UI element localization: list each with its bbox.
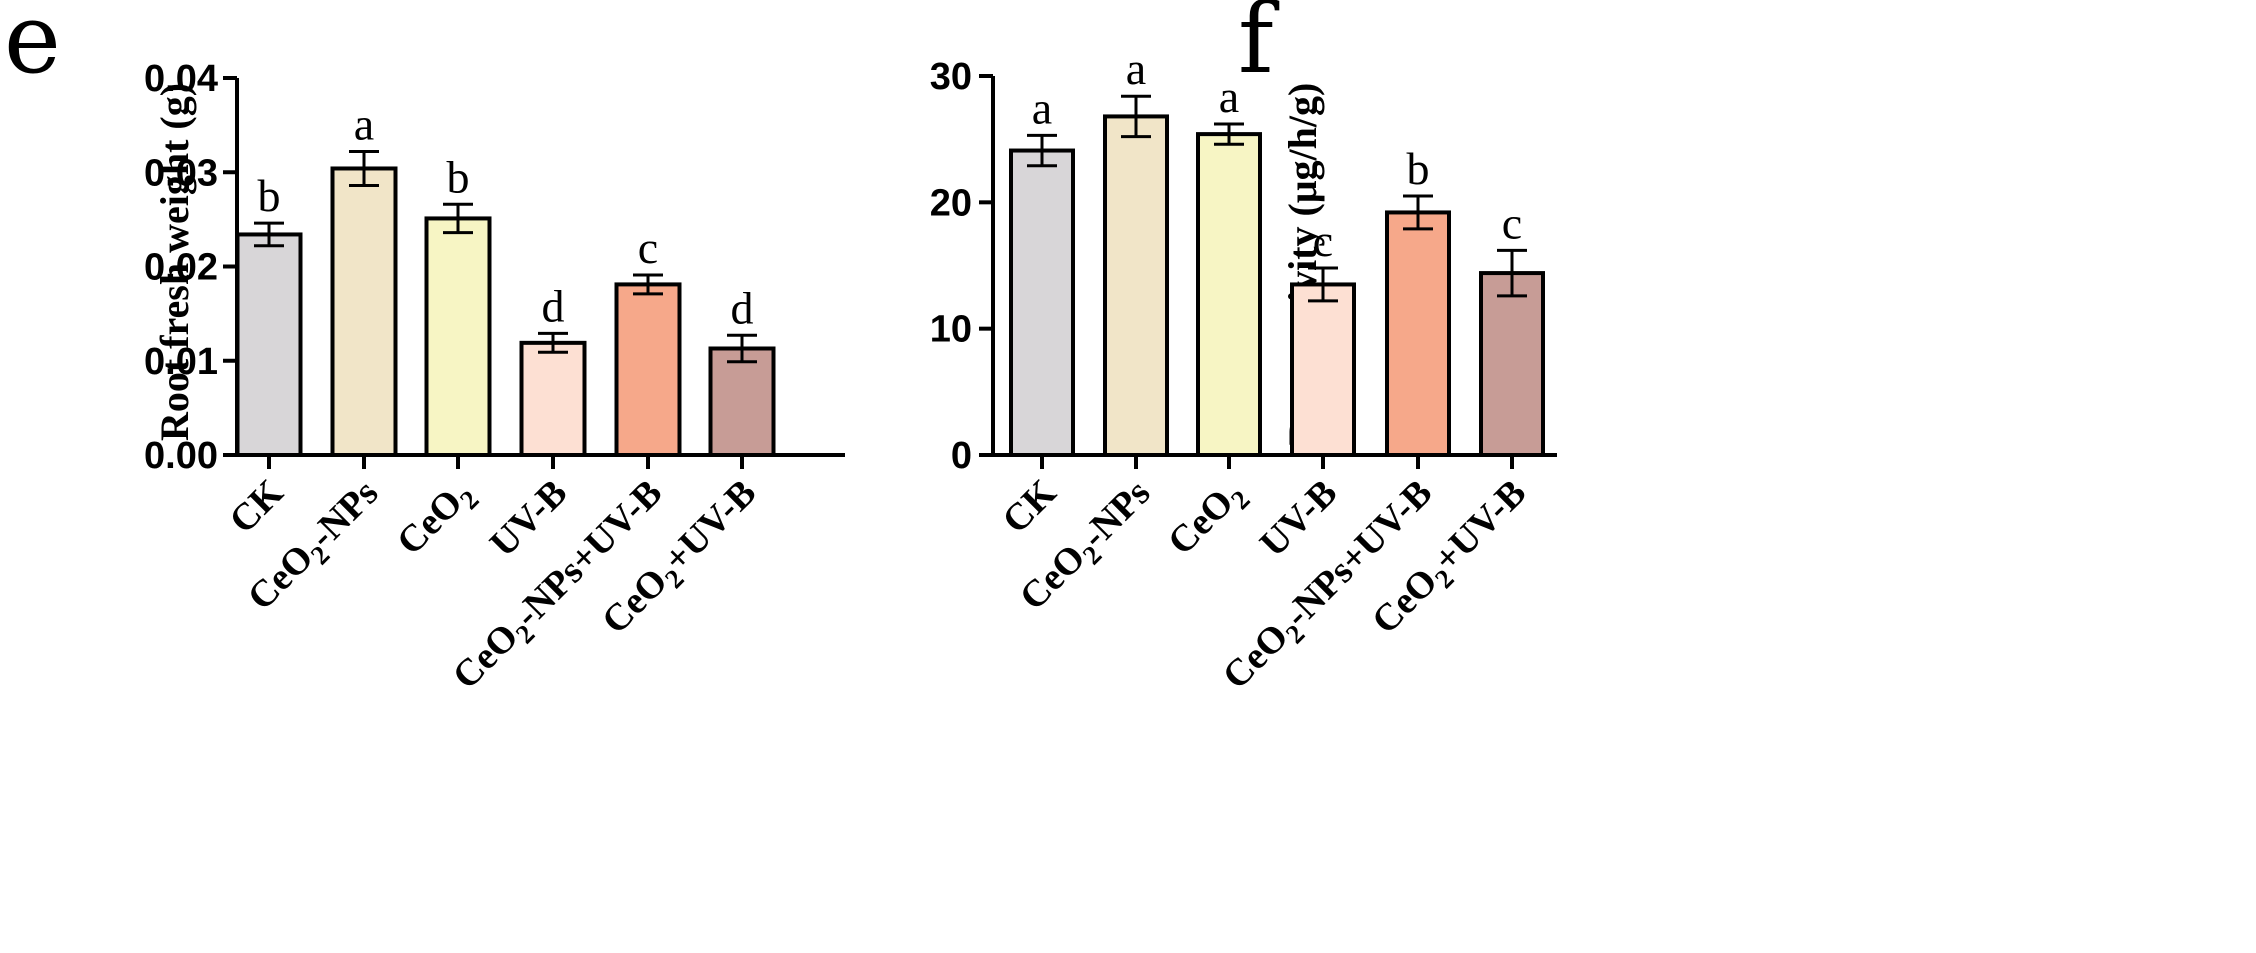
panel-e-y-tick-label: 0.00 (144, 435, 218, 477)
panel-e-significance-letter: b (258, 170, 281, 221)
panel-e-bar (235, 232, 303, 457)
panel-f-significance-letter: c (1502, 197, 1522, 248)
panel-e-bar (708, 346, 776, 457)
panel-e-letter: e (4, 0, 61, 95)
panel-f-significance-letter: a (1219, 71, 1239, 122)
panel-e-significance-letter: a (354, 99, 374, 150)
panel-f-bar (1196, 132, 1262, 457)
panel-f-bar (1385, 210, 1451, 457)
panel-f-category-label: CeO2 (1160, 472, 1256, 568)
panel-e-y-tick-label: 0.04 (144, 58, 218, 100)
panel-e-y-axis-title: Root fresh weight (g) (152, 83, 197, 441)
panel-f-y-tick-label: 10 (930, 309, 972, 351)
panel-e-significance-letter: c (638, 222, 658, 273)
panel-f-significance-letter: c (1313, 215, 1333, 266)
panel-f-significance-letter: a (1126, 43, 1146, 94)
panel-e-bar (424, 216, 492, 457)
panel-e-y-tick-label: 0.01 (144, 341, 218, 383)
panel-e-bar (519, 340, 587, 457)
panel-e-significance-letter: d (542, 280, 565, 331)
panel-f-y-tick-label: 0 (951, 435, 972, 477)
panel-e-y-tick-label: 0.02 (144, 247, 218, 289)
panel-f-significance-letter: b (1407, 143, 1430, 194)
panel-f-bar (1009, 148, 1075, 458)
panel-e-category-label: CK (221, 471, 291, 541)
panel-f-chart: f Root activity (μg/h/g) 0102030aCKaCeO2… (930, 0, 1557, 697)
panel-e-bar (330, 166, 398, 457)
panel-e-category-label: CeO2 (389, 472, 485, 568)
panel-f-category-label: CK (994, 471, 1064, 541)
panel-e-bar (614, 282, 682, 457)
panel-e-significance-letter: d (731, 282, 754, 333)
panel-f-bar (1479, 271, 1545, 457)
panel-f-bar (1103, 114, 1169, 457)
panel-f-y-tick-label: 20 (930, 182, 972, 224)
panel-f-bar (1290, 282, 1356, 458)
panel-e-y-tick-label: 0.03 (144, 152, 218, 194)
panel-f-significance-letter: a (1032, 82, 1052, 133)
panel-e-significance-letter: b (447, 151, 470, 202)
panel-f-letter: f (1238, 0, 1280, 95)
panel-e-chart: e Root fresh weight (g) 0.00 0.01 0.02 0.03… (4, 0, 845, 697)
panel-f-y-tick-label: 30 (930, 56, 972, 98)
